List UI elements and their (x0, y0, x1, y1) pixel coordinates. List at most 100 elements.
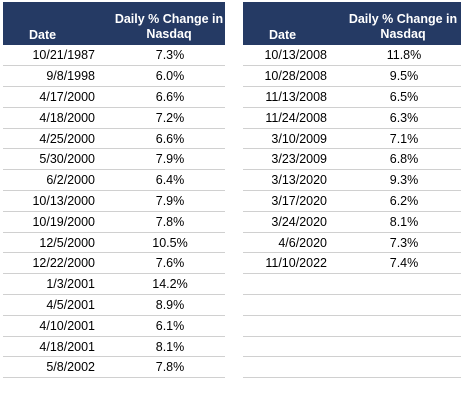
table-row: 4/10/2001 6.1% (3, 315, 225, 337)
date-cell (243, 273, 345, 296)
table-row (243, 336, 461, 358)
date-cell (243, 336, 345, 358)
change-cell: 6.2% (345, 190, 461, 212)
table-row: 3/23/2009 6.8% (243, 148, 461, 171)
table-row: 3/17/2020 6.2% (243, 190, 461, 212)
change-cell: 6.8% (345, 148, 461, 171)
date-cell: 4/10/2001 (3, 315, 113, 337)
date-cell: 10/13/2008 (243, 45, 345, 67)
table-row: 1/3/2001 14.2% (3, 273, 225, 296)
date-cell: 11/24/2008 (243, 107, 345, 129)
table-row (243, 356, 461, 379)
date-cell: 11/13/2008 (243, 86, 345, 108)
change-cell: 11.8% (345, 45, 461, 67)
change-cell: 8.1% (345, 211, 461, 233)
table-row: 3/10/2009 7.1% (243, 128, 461, 150)
change-header: Daily % Change in Nasdaq (113, 2, 225, 45)
change-header-line1: Daily % Change in (114, 12, 224, 26)
date-cell: 12/22/2000 (3, 252, 113, 275)
table-row: 9/8/1998 6.0% (3, 65, 225, 88)
change-cell: 8.9% (113, 294, 225, 316)
table-row: 5/8/2002 7.8% (3, 356, 225, 379)
change-cell: 6.5% (345, 86, 461, 108)
table-row: 4/18/2001 8.1% (3, 336, 225, 358)
date-cell: 3/23/2009 (243, 148, 345, 171)
change-cell: 7.9% (113, 190, 225, 212)
date-cell: 10/13/2000 (3, 190, 113, 212)
table-row: 10/28/2008 9.5% (243, 65, 461, 88)
change-cell: 10.5% (113, 232, 225, 254)
table-row: 10/13/2008 11.8% (243, 45, 461, 67)
date-cell: 3/13/2020 (243, 169, 345, 192)
change-cell: 6.4% (113, 169, 225, 192)
change-cell: 7.1% (345, 128, 461, 150)
table-row: 4/17/2000 6.6% (3, 86, 225, 108)
table-row: 10/13/2000 7.9% (3, 190, 225, 212)
table-row: 11/24/2008 6.3% (243, 107, 461, 129)
date-cell: 5/8/2002 (3, 356, 113, 379)
change-header: Daily % Change in Nasdaq (345, 2, 461, 45)
right-table: Date Daily % Change in Nasdaq 10/13/2008… (243, 2, 461, 379)
table-row: 12/5/2000 10.5% (3, 232, 225, 254)
change-cell: 7.2% (113, 107, 225, 129)
date-cell: 10/28/2008 (243, 65, 345, 88)
table-row: 4/25/2000 6.6% (3, 128, 225, 150)
change-cell: 6.6% (113, 86, 225, 108)
left-table: Date Daily % Change in Nasdaq 10/21/1987… (3, 2, 225, 379)
date-cell (243, 356, 345, 379)
change-cell: 7.4% (345, 252, 461, 275)
table-row: 11/13/2008 6.5% (243, 86, 461, 108)
left-table-body: 10/21/1987 7.3% 9/8/1998 6.0% 4/17/2000 6.6% 4… (3, 45, 225, 379)
table-row: 4/18/2000 7.2% (3, 107, 225, 129)
change-cell: 7.6% (113, 252, 225, 275)
date-cell: 4/25/2000 (3, 128, 113, 150)
date-header: Date (243, 2, 345, 45)
change-header-line2: Nasdaq (146, 27, 192, 41)
date-cell: 10/19/2000 (3, 211, 113, 233)
change-cell (345, 315, 461, 337)
date-cell: 10/21/1987 (3, 45, 113, 67)
change-cell (345, 273, 461, 296)
change-cell: 7.9% (113, 148, 225, 171)
change-cell: 14.2% (113, 273, 225, 296)
change-cell (345, 356, 461, 379)
change-cell: 6.3% (345, 107, 461, 129)
header-row: Date Daily % Change in Nasdaq (243, 2, 461, 45)
change-cell: 6.0% (113, 65, 225, 88)
table-row: 12/22/2000 7.6% (3, 252, 225, 275)
change-cell: 7.8% (113, 211, 225, 233)
table-row: 4/6/2020 7.3% (243, 232, 461, 254)
date-cell: 3/24/2020 (243, 211, 345, 233)
date-cell: 3/10/2009 (243, 128, 345, 150)
change-cell: 7.3% (345, 232, 461, 254)
change-cell (345, 336, 461, 358)
change-cell: 6.1% (113, 315, 225, 337)
date-header: Date (3, 2, 113, 45)
date-cell: 4/5/2001 (3, 294, 113, 316)
date-cell: 4/6/2020 (243, 232, 345, 254)
change-cell (345, 294, 461, 316)
table-row: 6/2/2000 6.4% (3, 169, 225, 192)
change-cell: 9.5% (345, 65, 461, 88)
date-cell: 5/30/2000 (3, 148, 113, 171)
table-row (243, 294, 461, 316)
change-cell: 8.1% (113, 336, 225, 358)
date-cell: 4/18/2000 (3, 107, 113, 129)
date-cell: 11/10/2022 (243, 252, 345, 275)
table-row: 10/21/1987 7.3% (3, 45, 225, 67)
header-row: Date Daily % Change in Nasdaq (3, 2, 225, 45)
date-cell: 12/5/2000 (3, 232, 113, 254)
date-cell: 1/3/2001 (3, 273, 113, 296)
table-row: 5/30/2000 7.9% (3, 148, 225, 171)
change-cell: 6.6% (113, 128, 225, 150)
right-table-body: 10/13/2008 11.8% 10/28/2008 9.5% 11/13/2008 6… (243, 45, 461, 379)
table-row: 3/13/2020 9.3% (243, 169, 461, 192)
date-cell (243, 294, 345, 316)
date-cell (243, 315, 345, 337)
table-row: 3/24/2020 8.1% (243, 211, 461, 233)
change-cell: 7.3% (113, 45, 225, 67)
change-header-line1: Daily % Change in (348, 12, 458, 26)
table-row: 11/10/2022 7.4% (243, 252, 461, 275)
date-cell: 3/17/2020 (243, 190, 345, 212)
change-header-line2: Nasdaq (380, 27, 426, 41)
